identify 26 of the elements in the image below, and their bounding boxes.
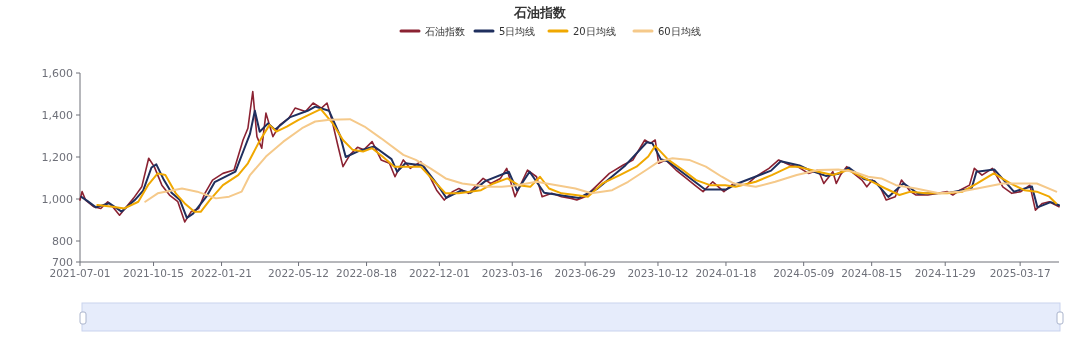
x-tick-label: 2024-11-29 <box>914 267 976 279</box>
legend-label: 5日均线 <box>499 26 536 37</box>
x-tick-label: 2022-05-12 <box>268 267 330 279</box>
x-tick-label: 2022-01-21 <box>191 267 253 279</box>
x-tick-label: 2021-10-15 <box>123 267 185 279</box>
legend-label: 石油指数 <box>425 26 465 37</box>
chart-title: 石油指数 <box>513 5 567 20</box>
x-tick-label: 2024-05-09 <box>773 267 835 279</box>
legend-label: 60日均线 <box>658 26 701 37</box>
x-tick-label: 2022-08-18 <box>336 267 398 279</box>
x-tick-label: 2023-06-29 <box>554 267 616 279</box>
y-tick-label: 800 <box>52 234 73 248</box>
x-tick-label: 2024-08-15 <box>841 267 903 279</box>
y-tick-label: 1,400 <box>41 108 73 122</box>
x-tick-label: 2023-10-12 <box>627 267 689 279</box>
y-tick-label: 1,200 <box>41 150 73 164</box>
y-tick-label: 700 <box>52 255 73 269</box>
x-tick-label: 2025-03-17 <box>989 267 1051 279</box>
x-tick-label: 2023-03-16 <box>481 267 544 279</box>
x-tick-label: 2024-01-18 <box>695 267 757 279</box>
x-tick-label: 2021-07-01 <box>49 267 111 279</box>
y-tick-label: 1,600 <box>41 66 73 80</box>
x-tick-label: 2022-12-01 <box>408 267 470 279</box>
y-tick-label: 1,000 <box>41 192 73 206</box>
line-series <box>144 118 1058 203</box>
legend-label: 20日均线 <box>573 26 616 37</box>
